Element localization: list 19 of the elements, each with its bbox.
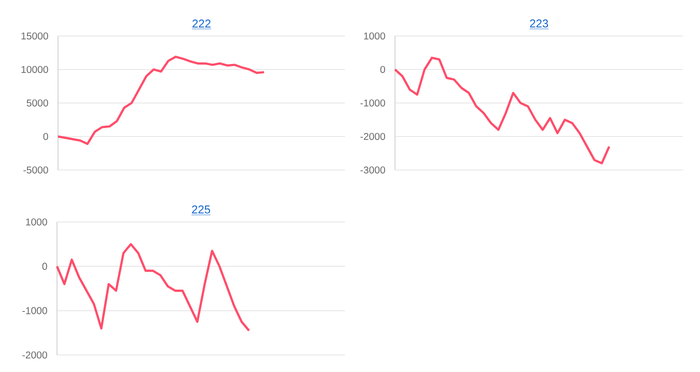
y-tick-label: -5000	[23, 166, 48, 174]
y-tick-label: 5000	[26, 99, 48, 107]
chart-title: 222	[192, 20, 210, 28]
y-tick-label: -2000	[22, 351, 48, 359]
chart-title: 225	[192, 205, 210, 214]
y-tick-label: 0	[380, 66, 386, 74]
y-tick-label: 0	[43, 132, 48, 140]
y-tick-label: -1000	[22, 307, 48, 314]
y-tick-label: 15000	[22, 32, 48, 40]
y-tick-label: 1000	[364, 32, 386, 40]
y-tick-label: -2000	[360, 132, 386, 140]
y-tick-label: 10000	[22, 66, 48, 74]
y-tick-label: 1000	[26, 218, 48, 226]
line-series	[394, 56, 610, 164]
line-series	[56, 243, 250, 332]
y-tick-label: -3000	[360, 166, 386, 174]
chart-title: 223	[530, 19, 548, 28]
y-tick-label: -1000	[360, 99, 386, 107]
y-tick-label: 0	[42, 262, 48, 270]
